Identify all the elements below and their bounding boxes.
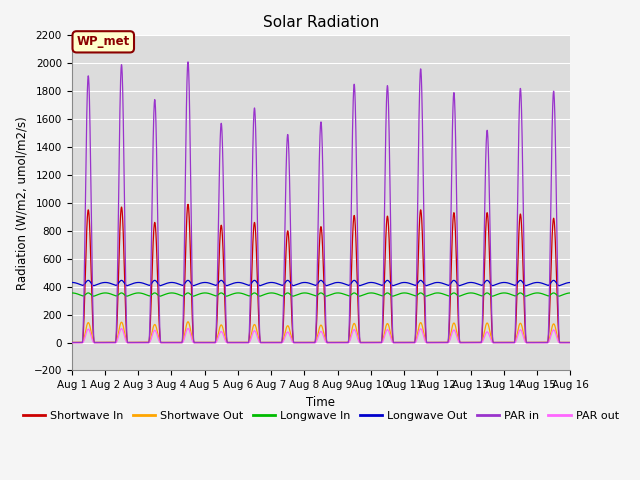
Y-axis label: Radiation (W/m2, umol/m2/s): Radiation (W/m2, umol/m2/s): [15, 116, 28, 290]
X-axis label: Time: Time: [307, 396, 335, 408]
Text: WP_met: WP_met: [77, 36, 130, 48]
Legend: Shortwave In, Shortwave Out, Longwave In, Longwave Out, PAR in, PAR out: Shortwave In, Shortwave Out, Longwave In…: [18, 406, 624, 425]
Title: Solar Radiation: Solar Radiation: [263, 15, 379, 30]
